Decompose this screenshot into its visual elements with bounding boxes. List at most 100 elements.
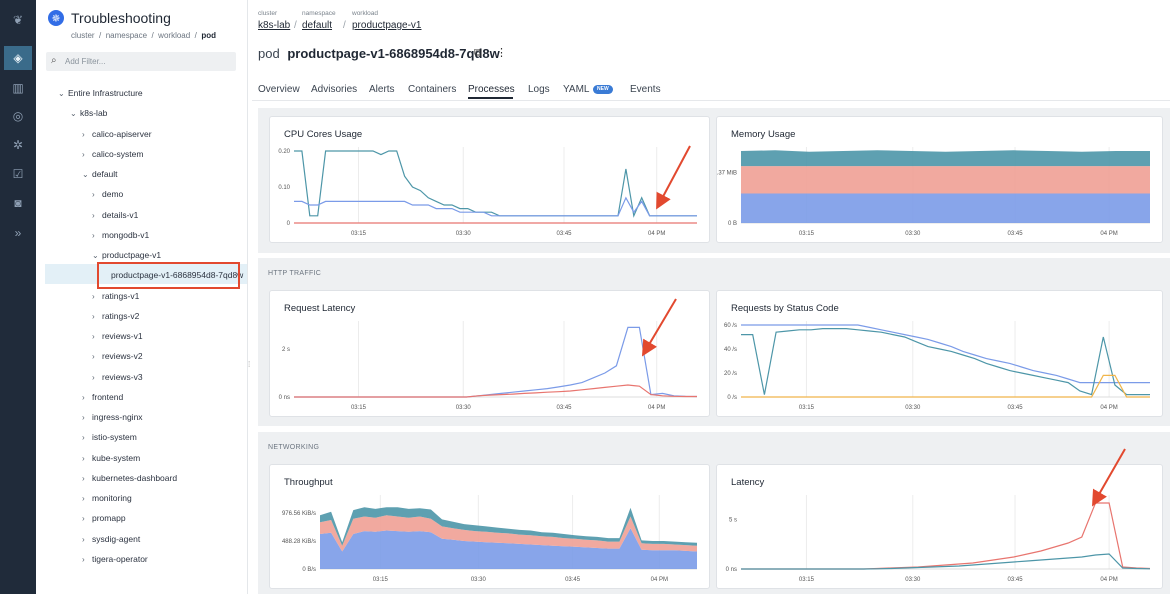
- chevron-right-icon[interactable]: ›: [82, 534, 85, 544]
- tab-alerts[interactable]: Alerts: [369, 84, 395, 95]
- context-namespace-link[interactable]: default: [302, 20, 333, 31]
- crumb-cluster[interactable]: cluster: [71, 31, 95, 40]
- chevron-right-icon[interactable]: ›: [82, 554, 85, 564]
- tree-item[interactable]: › demo: [92, 189, 123, 199]
- chevron-right-icon[interactable]: ›: [92, 372, 95, 382]
- active-tab-indicator: [468, 97, 513, 99]
- tree-item-label: reviews-v1: [102, 331, 143, 341]
- tree-item[interactable]: › sysdig-agent: [82, 534, 140, 544]
- annotation-arrow: [656, 145, 691, 210]
- chevron-right-icon[interactable]: ›: [82, 129, 85, 139]
- tree-item[interactable]: › monitoring: [82, 493, 132, 503]
- crumb-workload[interactable]: workload: [158, 31, 191, 40]
- tree-item[interactable]: › reviews-v1: [92, 331, 143, 341]
- context-namespace-label: namespace: [302, 10, 336, 17]
- tree-item[interactable]: › reviews-v2: [92, 351, 143, 361]
- tabs-divider: [252, 100, 1170, 101]
- tree-item-label: calico-apiserver: [92, 128, 152, 139]
- more-options-icon[interactable]: ⋮: [496, 47, 507, 59]
- chevron-right-icon[interactable]: ›: [92, 230, 95, 240]
- chart-svg: 03:15 03:30 03:45 04 PM 0 B 95.37 MiB: [717, 147, 1150, 237]
- annotation-arrow: [1092, 448, 1126, 507]
- area-series-thr-b: [320, 515, 697, 552]
- tree-item[interactable]: › calico-apiserver: [82, 129, 152, 139]
- tab-yaml[interactable]: YAML: [563, 84, 590, 95]
- tree-item[interactable]: › mongodb-v1: [92, 230, 149, 240]
- chevron-right-icon[interactable]: ›: [82, 494, 85, 503]
- chevron-right-icon[interactable]: ›: [92, 332, 95, 341]
- tree-item[interactable]: › kube-system: [82, 453, 140, 463]
- tab-events[interactable]: Events: [630, 84, 661, 95]
- crumb-namespace[interactable]: namespace: [105, 31, 148, 40]
- events-icon[interactable]: ☑: [12, 167, 24, 181]
- chevron-right-icon[interactable]: ›: [92, 291, 95, 301]
- tree-item[interactable]: › details-v1: [92, 210, 138, 220]
- tree-item[interactable]: ⌄ productpage-v1: [92, 250, 161, 260]
- chevron-right-icon[interactable]: ›: [82, 392, 85, 402]
- tree-item-label: istio-system: [92, 432, 137, 443]
- tab-advisories[interactable]: Advisories: [311, 84, 358, 95]
- x-tick-label: 04 PM: [1100, 231, 1117, 237]
- sysdig-logo-icon[interactable]: ❦: [12, 13, 24, 27]
- tree-item[interactable]: › kubernetes-dashboard: [82, 473, 177, 483]
- tree-item[interactable]: › tigera-operator: [82, 554, 148, 564]
- chevron-right-icon[interactable]: ›: [82, 453, 85, 463]
- x-tick-label: 04 PM: [648, 231, 665, 237]
- bug-icon[interactable]: ✲: [12, 138, 24, 152]
- y-tick-label: 976.56 KiB/s: [282, 511, 316, 517]
- chart-title: Latency: [731, 477, 765, 488]
- tree-item[interactable]: › frontend: [82, 392, 123, 402]
- chevron-down-icon[interactable]: ⌄: [82, 170, 89, 179]
- chevron-right-icon[interactable]: ›: [92, 190, 95, 200]
- tree-item[interactable]: › reviews-v3: [92, 372, 143, 382]
- tree-item-selected[interactable]: productpage-v1-6868954d8-7qd8w: [111, 270, 243, 280]
- copy-icon[interactable]: ⧉: [474, 47, 482, 59]
- tree-item[interactable]: › calico-system: [82, 149, 143, 159]
- y-tick-label: 0 B/s: [302, 567, 316, 573]
- chevron-right-icon[interactable]: ›: [82, 149, 85, 159]
- x-tick-label: 03:15: [799, 577, 815, 583]
- context-cluster-link[interactable]: k8s-lab: [258, 20, 291, 31]
- y-tick-label: 0 B: [728, 221, 737, 227]
- tree-item[interactable]: › ratings-v1: [92, 291, 139, 301]
- resize-handle[interactable]: ⁞: [248, 360, 251, 369]
- chart-svg: 03:15 03:30 03:45 04 PM 0 /s 20 /s 40 /s 60 /s: [724, 321, 1150, 411]
- chevron-right-icon[interactable]: ›: [82, 514, 85, 524]
- tree-item[interactable]: ⌄ Entire Infrastructure: [58, 88, 143, 98]
- context-workload-link[interactable]: productpage-v1: [352, 20, 422, 31]
- tree-item-label: kube-system: [92, 452, 141, 463]
- tree-item[interactable]: › ratings-v2: [92, 311, 139, 321]
- tree-item[interactable]: › promapp: [82, 513, 126, 523]
- dashboard-icon[interactable]: ▥: [12, 81, 24, 95]
- chevron-down-icon[interactable]: ⌄: [92, 251, 99, 260]
- chevron-right-icon[interactable]: ›: [92, 311, 95, 321]
- x-tick-label: 03:30: [905, 577, 921, 583]
- y-tick-label: 5 s: [729, 517, 737, 523]
- kubernetes-logo-icon: ✵: [48, 10, 64, 26]
- chevron-right-icon[interactable]: ›: [92, 210, 95, 220]
- expand-icon[interactable]: »: [14, 226, 22, 240]
- chevron-right-icon[interactable]: ›: [92, 352, 95, 362]
- compass-icon[interactable]: ◎: [12, 109, 24, 123]
- chevron-right-icon[interactable]: ›: [82, 413, 85, 422]
- layers-icon[interactable]: ◈: [4, 46, 32, 70]
- chevron-right-icon[interactable]: ›: [82, 433, 85, 443]
- tree-item[interactable]: › ingress-nginx: [82, 412, 143, 422]
- chevron-down-icon[interactable]: ⌄: [70, 109, 77, 119]
- chevron-right-icon[interactable]: ›: [82, 473, 85, 483]
- tab-logs[interactable]: Logs: [528, 84, 550, 95]
- x-tick-label: 03:45: [557, 231, 573, 237]
- capture-icon[interactable]: ◙: [14, 196, 22, 210]
- x-tick-label: 04 PM: [1100, 577, 1117, 583]
- chart-card-status-codes: Requests by Status Code 03:15 03:30 03:45 04…: [716, 290, 1163, 417]
- tree-item[interactable]: ⌄ default: [82, 169, 118, 179]
- tab-overview[interactable]: Overview: [258, 84, 300, 95]
- filter-input[interactable]: ⌕ Add Filter...: [46, 52, 236, 71]
- tab-processes[interactable]: Processes: [468, 84, 515, 95]
- tab-containers[interactable]: Containers: [408, 84, 457, 95]
- tree-item[interactable]: ⌄ k8s-lab: [70, 108, 107, 118]
- tree-item[interactable]: › istio-system: [82, 432, 137, 442]
- x-tick-label: 03:45: [557, 405, 573, 411]
- x-tick-label: 03:15: [373, 577, 389, 583]
- chevron-down-icon[interactable]: ⌄: [58, 89, 65, 98]
